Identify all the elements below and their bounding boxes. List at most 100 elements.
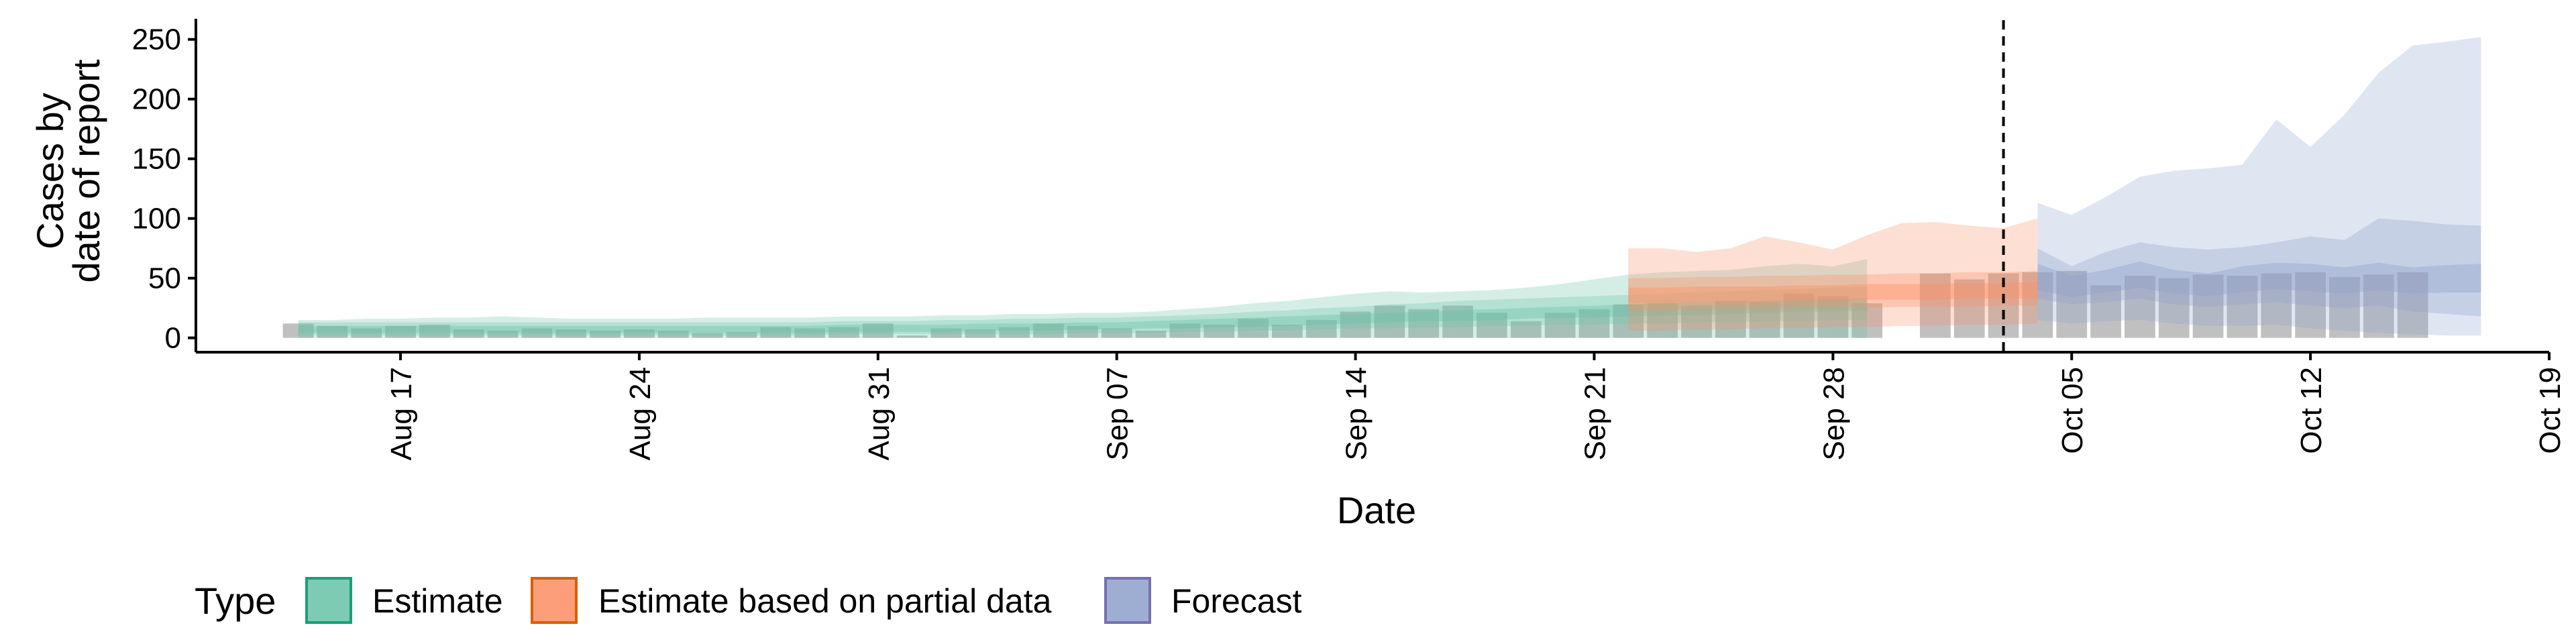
x-axis-title: Date [1337, 489, 1416, 531]
y-tick-label: 100 [132, 203, 181, 235]
bar [1101, 328, 1132, 338]
legend-key-partial [531, 577, 578, 624]
x-tick-label: Oct 19 [2534, 367, 2567, 454]
bar [2397, 272, 2428, 338]
y-tick-label: 50 [148, 262, 181, 295]
bar [1033, 323, 1064, 338]
series-2-outer-band [2037, 37, 2481, 336]
x-tick-label: Oct 05 [2056, 367, 2089, 454]
bar [2090, 285, 2121, 338]
series-0-outer-band [298, 259, 1868, 338]
bar [1681, 305, 1712, 338]
bar [1953, 279, 1985, 338]
x-tick-label: Sep 28 [1817, 367, 1850, 460]
bar [1442, 305, 1473, 338]
series-1-inner-band [1628, 281, 2038, 304]
bar [1135, 330, 1167, 338]
bar [1510, 321, 1542, 338]
bar [930, 328, 962, 338]
series-1-outer-band [1628, 218, 2038, 331]
bar [1477, 313, 1507, 338]
bar [1851, 303, 1883, 338]
bar [2192, 274, 2224, 338]
bar [1749, 302, 1780, 338]
bar [794, 328, 826, 338]
bar [2329, 276, 2360, 338]
bar [317, 325, 348, 338]
bar [385, 325, 416, 338]
legend-label-partial: Estimate based on partial data [598, 582, 1052, 620]
bar [2022, 272, 2053, 338]
bar [1578, 309, 1610, 338]
series-2-mid-band [2037, 218, 2481, 317]
bar [1919, 273, 1951, 338]
bar [862, 323, 894, 338]
bar [521, 328, 553, 338]
bar [1715, 301, 1746, 338]
bar [1647, 303, 1678, 338]
bar [2261, 273, 2292, 338]
bar [1613, 304, 1644, 338]
bar [2363, 274, 2394, 338]
bar [2295, 272, 2326, 338]
series-0-inner-band [298, 298, 1868, 333]
bar [1203, 325, 1235, 338]
bar [555, 329, 587, 338]
bar [351, 328, 382, 338]
bar [1817, 296, 1849, 338]
bar [1067, 325, 1098, 338]
bar [999, 327, 1030, 338]
legend-label-forecast: Forecast [1171, 582, 1302, 620]
bar [1340, 311, 1371, 338]
bar [1544, 313, 1576, 338]
bar [624, 329, 655, 338]
bar [692, 333, 723, 338]
x-tick-label: Sep 14 [1340, 367, 1373, 460]
bar [657, 330, 689, 338]
axes: 0 50 100 150 200 250 Aug 17 Aug 24 Aug 31 Sep 07 S… [132, 19, 2567, 460]
x-tick-label: Aug 17 [385, 367, 418, 460]
series-2-inner-band [2037, 261, 2481, 298]
bar [965, 329, 996, 338]
bar [1169, 323, 1201, 338]
series-1-mid-band [1628, 270, 2038, 311]
legend-title: Type [195, 580, 276, 622]
bar [1408, 309, 1440, 338]
bar [2056, 270, 2088, 338]
legend: Type Estimate Estimate based on partial … [195, 577, 1302, 624]
x-tick-label: Aug 31 [863, 367, 896, 460]
x-tick-label: Oct 12 [2295, 367, 2328, 454]
legend-key-estimate [305, 577, 352, 624]
bar [2125, 276, 2155, 338]
legend-key-forecast [1104, 577, 1151, 624]
bar [1272, 325, 1303, 338]
plot-area [282, 20, 2481, 352]
bar [419, 325, 450, 338]
bar [726, 331, 757, 338]
bar [2226, 276, 2258, 338]
bar [487, 330, 519, 338]
y-tick-label: 250 [132, 23, 181, 56]
bar [828, 327, 859, 338]
y-tick-label: 200 [132, 83, 181, 116]
y-tick-label: 0 [165, 322, 181, 355]
bar [453, 329, 484, 338]
bar [282, 323, 314, 338]
x-tick-label: Aug 24 [624, 367, 657, 460]
x-tick-label: Sep 21 [1578, 367, 1611, 460]
y-tick-label: 150 [132, 143, 181, 176]
bar [1783, 293, 1815, 338]
bar [1238, 319, 1269, 338]
y-axis-title-line-1: Cases by [29, 93, 71, 249]
legend-label-estimate: Estimate [372, 582, 503, 620]
series-0-mid-band [298, 286, 1868, 336]
bar [896, 335, 928, 338]
bar [590, 330, 621, 338]
x-tick-label: Sep 07 [1102, 367, 1134, 460]
bar [1305, 319, 1337, 338]
bar [1374, 305, 1405, 338]
bar [2158, 278, 2190, 338]
bar [760, 327, 792, 338]
y-axis-title-line-2: date of report [65, 59, 107, 283]
